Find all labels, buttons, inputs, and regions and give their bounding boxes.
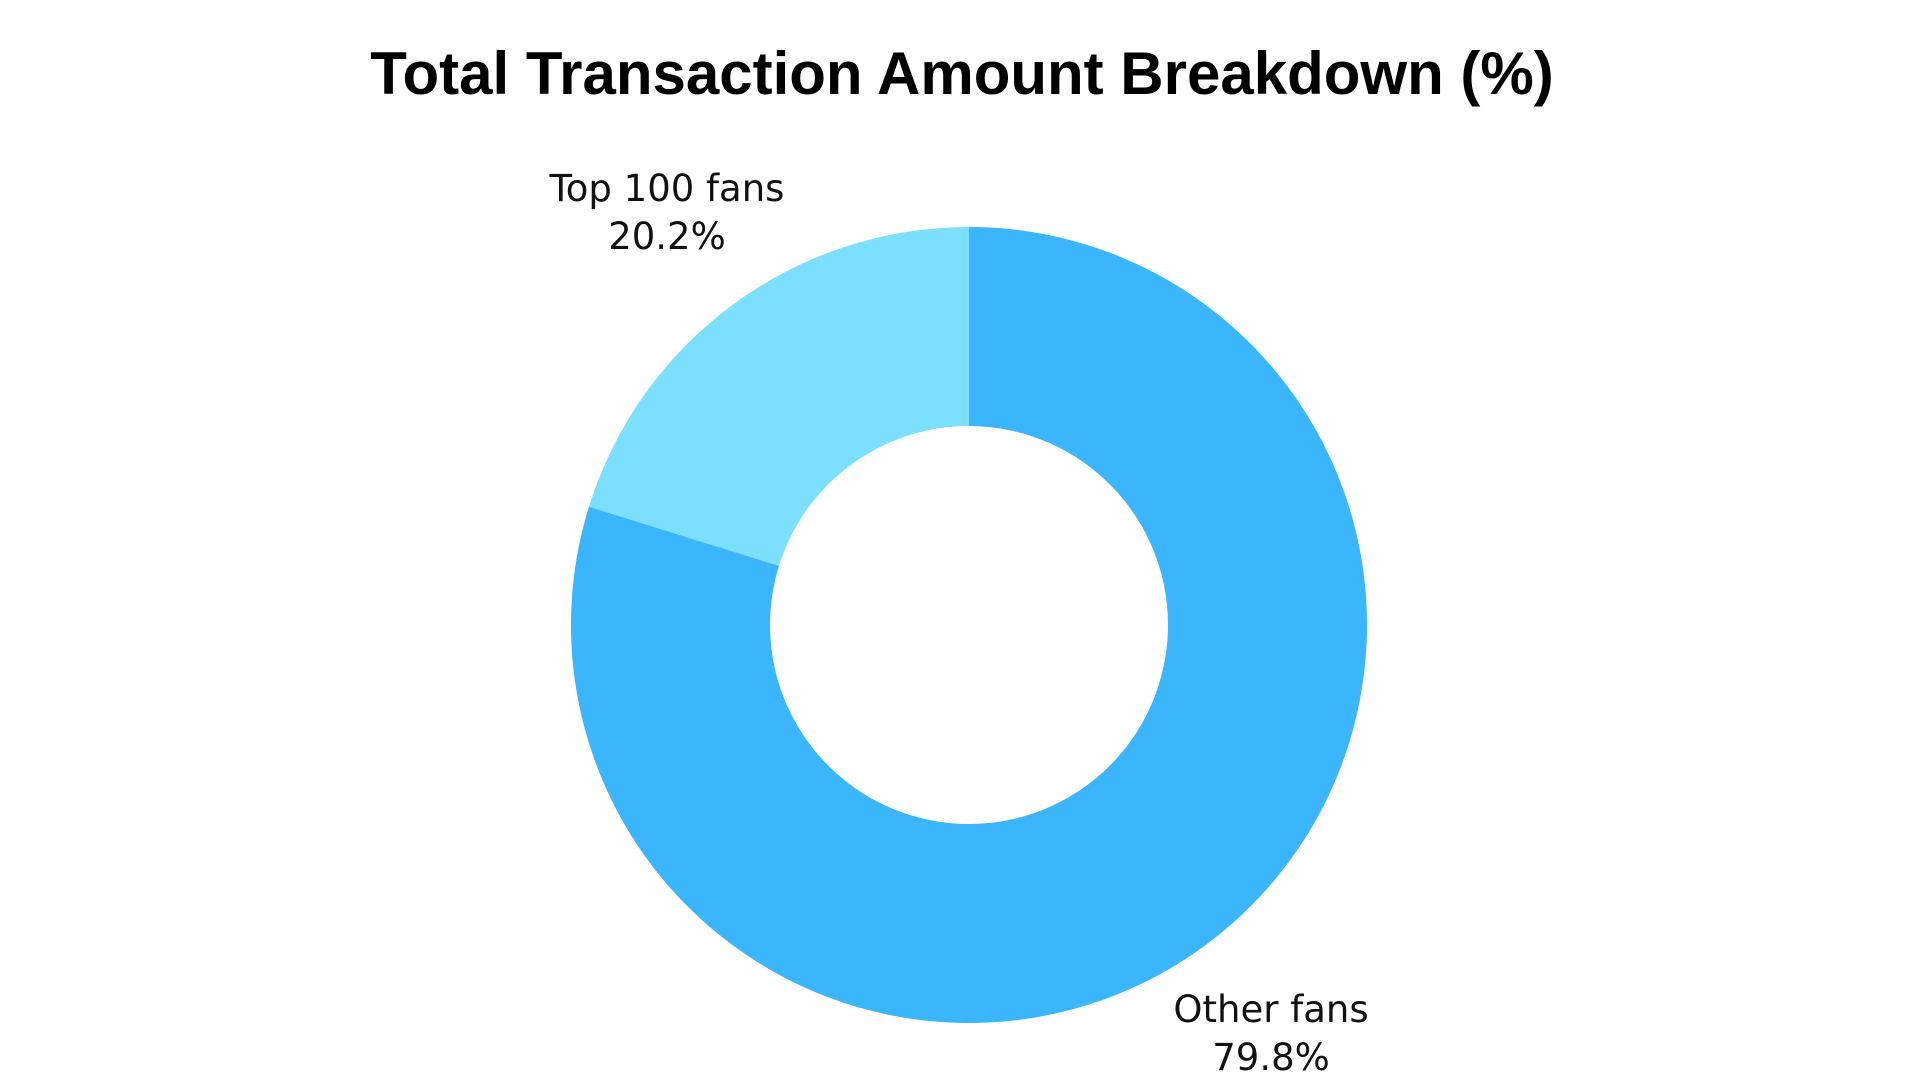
- slice-label: Other fans: [1173, 988, 1368, 1031]
- chart-title: Total Transaction Amount Breakdown (%): [370, 40, 1553, 107]
- slice-label: Top 100 fans: [548, 167, 784, 210]
- value-label: 20.2%: [608, 215, 726, 258]
- slice: [588, 227, 969, 566]
- value-label: 79.8%: [1212, 1036, 1330, 1079]
- slice: [570, 227, 1367, 1023]
